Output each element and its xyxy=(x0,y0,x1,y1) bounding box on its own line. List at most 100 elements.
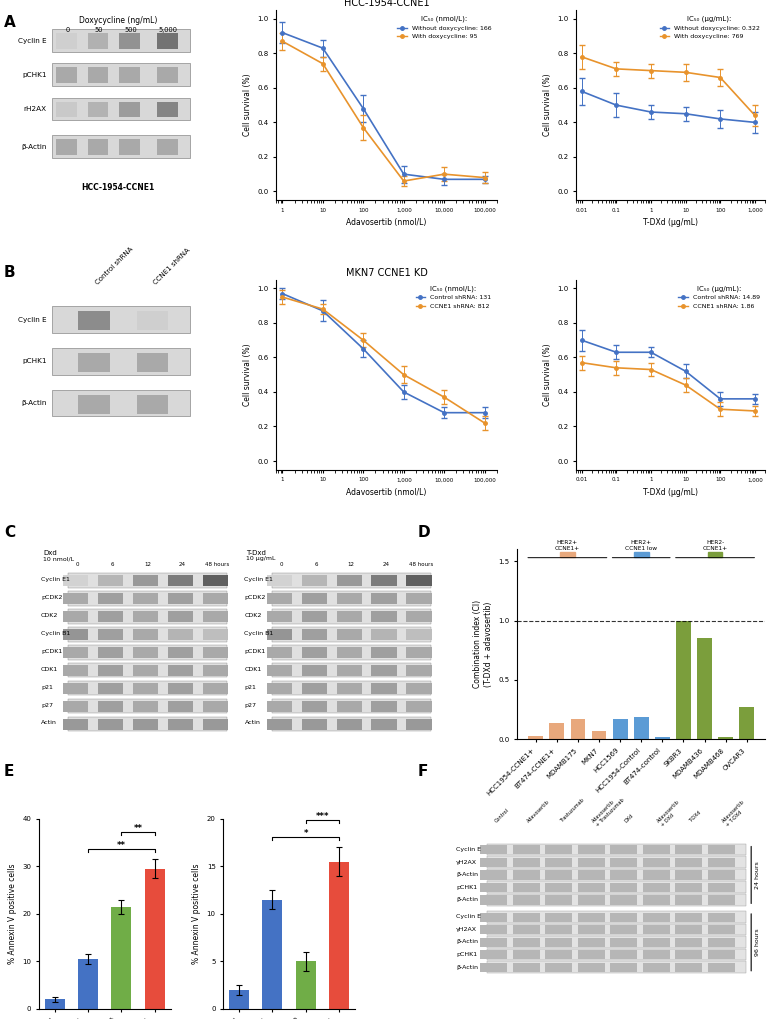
Bar xyxy=(372,701,397,711)
Legend: Control shRNA: 131, CCNE1 shRNA: 812: Control shRNA: 131, CCNE1 shRNA: 812 xyxy=(413,283,494,312)
Bar xyxy=(272,645,430,659)
Bar xyxy=(513,937,540,947)
Text: rH2AX: rH2AX xyxy=(23,106,47,112)
Bar xyxy=(529,736,543,739)
Bar xyxy=(272,573,430,588)
Bar xyxy=(133,718,159,730)
Text: ***: *** xyxy=(316,812,329,821)
Bar xyxy=(697,638,712,739)
Text: Cyclin E: Cyclin E xyxy=(18,38,47,44)
Bar xyxy=(708,896,735,905)
Text: pCHK1: pCHK1 xyxy=(456,952,477,957)
Bar xyxy=(168,593,193,604)
Bar xyxy=(513,870,540,879)
Bar xyxy=(157,67,178,84)
Text: A: A xyxy=(4,15,16,31)
Bar xyxy=(56,34,77,49)
Text: **: ** xyxy=(134,824,143,834)
Bar xyxy=(63,629,88,640)
Bar xyxy=(513,925,540,934)
Bar xyxy=(578,925,604,934)
Bar xyxy=(267,575,292,586)
Bar xyxy=(708,951,735,960)
Text: E: E xyxy=(4,764,14,780)
Bar xyxy=(487,936,747,948)
Bar xyxy=(157,102,178,117)
Text: Cyclin B1: Cyclin B1 xyxy=(244,631,273,636)
Bar xyxy=(406,629,432,640)
Text: Cyclin E1: Cyclin E1 xyxy=(244,577,273,582)
Text: 24: 24 xyxy=(179,561,186,567)
Bar xyxy=(643,963,669,972)
Text: 48 hours: 48 hours xyxy=(205,561,230,567)
Bar xyxy=(78,312,110,330)
Bar xyxy=(740,707,754,739)
Text: pCHK1: pCHK1 xyxy=(23,359,47,365)
Bar xyxy=(137,395,168,414)
Text: **: ** xyxy=(117,842,126,850)
Bar xyxy=(655,737,669,739)
Text: CDK2: CDK2 xyxy=(244,612,262,618)
Bar xyxy=(203,593,228,604)
Bar xyxy=(634,716,648,739)
Bar xyxy=(513,951,540,960)
Bar xyxy=(643,846,669,855)
Bar xyxy=(487,844,747,855)
Bar xyxy=(272,681,430,695)
Bar xyxy=(272,609,430,624)
Text: CCNE1 shRNA: CCNE1 shRNA xyxy=(152,248,191,286)
Bar xyxy=(88,34,109,49)
Bar xyxy=(98,593,123,604)
Bar xyxy=(610,870,637,879)
Bar xyxy=(133,664,159,676)
Text: pCDK1: pCDK1 xyxy=(41,649,62,654)
Bar xyxy=(52,390,191,417)
Bar xyxy=(406,593,432,604)
Bar xyxy=(267,683,292,694)
Text: Cyclin B1: Cyclin B1 xyxy=(41,631,70,636)
Bar xyxy=(133,611,159,622)
Bar xyxy=(63,718,88,730)
Bar xyxy=(480,913,507,922)
Y-axis label: Cell survival (%): Cell survival (%) xyxy=(243,343,251,406)
Y-axis label: Cell survival (%): Cell survival (%) xyxy=(543,73,552,137)
Bar xyxy=(56,102,77,117)
Bar xyxy=(267,611,292,622)
Bar xyxy=(68,662,227,678)
Bar xyxy=(272,662,430,678)
Bar xyxy=(480,937,507,947)
Bar xyxy=(513,896,540,905)
Bar xyxy=(406,647,432,658)
Bar xyxy=(513,913,540,922)
Text: p27: p27 xyxy=(244,702,256,707)
Bar xyxy=(63,647,88,658)
Text: γH2AX: γH2AX xyxy=(456,927,477,932)
Text: Adavosertib: Adavosertib xyxy=(526,799,551,823)
Bar xyxy=(272,699,430,713)
Bar xyxy=(676,951,702,960)
Bar xyxy=(168,664,193,676)
Bar xyxy=(98,647,123,658)
Text: CDK2: CDK2 xyxy=(41,612,59,618)
Y-axis label: % Annexin V positive cells: % Annexin V positive cells xyxy=(8,864,17,964)
Text: Trastuzumab: Trastuzumab xyxy=(558,798,585,823)
Bar xyxy=(372,593,397,604)
Bar xyxy=(613,719,627,739)
Text: pCDK2: pCDK2 xyxy=(244,595,266,600)
Text: Cyclin E1: Cyclin E1 xyxy=(41,577,70,582)
Text: p21: p21 xyxy=(41,685,53,690)
Bar xyxy=(571,719,585,739)
Bar xyxy=(168,629,193,640)
Bar xyxy=(708,858,735,867)
Bar xyxy=(487,894,747,906)
Text: β-Actin: β-Actin xyxy=(456,897,478,902)
Text: 10 μg/mL: 10 μg/mL xyxy=(247,556,276,561)
Bar xyxy=(337,701,362,711)
Text: 12: 12 xyxy=(144,561,151,567)
Bar xyxy=(545,925,572,934)
Bar xyxy=(480,951,507,960)
Bar xyxy=(98,683,123,694)
Bar xyxy=(610,925,637,934)
Text: Dxd: Dxd xyxy=(43,550,57,556)
Bar xyxy=(157,34,178,49)
